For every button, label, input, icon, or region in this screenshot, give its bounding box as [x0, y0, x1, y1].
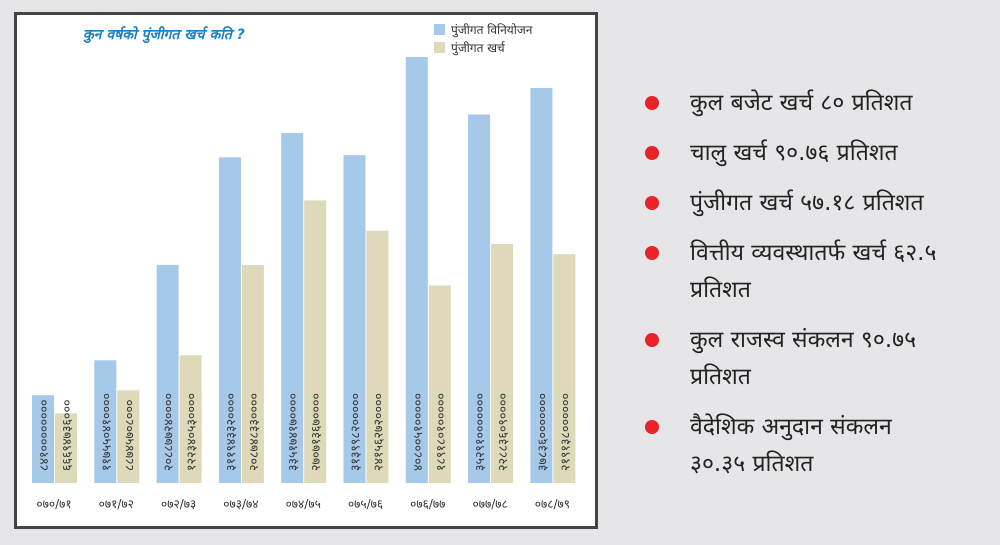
- bar: [530, 87, 553, 484]
- value-label: ८८७४५७०८०००: [121, 399, 136, 471]
- bullet: [645, 420, 659, 434]
- x-tick-label: ०७७/७८: [472, 497, 507, 511]
- bullet: [645, 333, 659, 347]
- bullet: [645, 246, 659, 260]
- value-label: २०८७४८३३००००: [246, 393, 261, 471]
- note-item: चालु खर्च ९०.७६ प्रतिशत: [645, 135, 950, 172]
- value-label: ३३५१७४१७००००: [285, 393, 300, 471]
- note-text: वित्तीय व्यवस्थातर्फ खर्च ६२.५ प्रतिशत: [690, 240, 937, 303]
- value-label: २१९१३८००००००: [557, 393, 572, 471]
- note-text: कुल राजस्व संकलन ९०.७५ प्रतिशत: [690, 327, 917, 390]
- bar: [428, 285, 451, 483]
- bullet: [645, 196, 659, 210]
- bar: [405, 57, 428, 483]
- bar: [468, 114, 491, 483]
- value-label: २०८८७७२४००००: [161, 393, 176, 471]
- value-label: ३५२९१०००००००: [472, 393, 487, 471]
- bar: [94, 360, 117, 483]
- x-tick-label: ०७१/७२: [99, 497, 134, 511]
- note-item: वित्तीय व्यवस्थातर्फ खर्च ६२.५ प्रतिशत: [645, 235, 950, 309]
- notes-list: कुल बजेट खर्च ८० प्रतिशत चालु खर्च ९०.७६ …: [645, 85, 965, 496]
- value-label: ३११९४३३२००००: [223, 393, 238, 471]
- bar: [156, 264, 179, 483]
- x-tick-label: ०७२/७३: [161, 497, 196, 511]
- value-label: ३७८३६०००००००: [534, 393, 549, 471]
- value-label: २४१५६२७२००००: [371, 393, 386, 471]
- value-label: १८९१८०१०००००: [433, 393, 448, 471]
- bullet: [645, 96, 659, 110]
- legend-label: पुंजीगत विनियोजन: [451, 23, 533, 38]
- note-text: चालु खर्च ९०.७६ प्रतिशत: [690, 140, 898, 166]
- chart-title: कुन वर्षको पुंजीगत खर्च कति ?: [83, 26, 245, 44]
- legend-label: पुंजीगत खर्च: [451, 41, 506, 56]
- x-tick-label: ०७५/७६: [348, 497, 383, 511]
- note-text: कुल बजेट खर्च ८० प्रतिशत: [690, 90, 913, 116]
- bar: [55, 413, 77, 483]
- x-tick-label: ०७६/७७: [410, 497, 445, 511]
- note-item: कुल राजस्व संकलन ९०.७५ प्रतिशत: [645, 322, 950, 396]
- value-label: ८४१००००००००: [36, 399, 51, 471]
- x-tick-label: ०७४/७५: [286, 497, 321, 511]
- bar: [304, 200, 327, 483]
- value-label: २२८८३६०९००००: [495, 393, 510, 471]
- bar: [32, 395, 54, 483]
- bar: [343, 155, 366, 484]
- x-tick-label: ०७३/७४: [223, 497, 258, 511]
- note-text: पुंजीगत खर्च ५७.१८ प्रतिशत: [690, 190, 924, 216]
- chart-frame: कुन वर्षको पुंजीगत खर्च कति ? पुंजीगत वि…: [14, 12, 598, 529]
- bar: [218, 157, 241, 483]
- value-label: २७०७१३६७००००: [308, 393, 323, 471]
- legend-swatch: [434, 24, 445, 35]
- x-tick-label: ०७८/७९: [535, 497, 570, 511]
- value-label: ११७५५०४१००००: [98, 393, 113, 471]
- note-item: पुंजीगत खर्च ५७.१८ प्रतिशत: [645, 185, 950, 222]
- bar: [117, 390, 140, 483]
- bar: [179, 355, 202, 483]
- note-item: कुल बजेट खर्च ८० प्रतिशत: [645, 85, 950, 122]
- value-label: १२२३४०५३००००: [184, 393, 199, 471]
- bar: [241, 265, 264, 483]
- value-label: ३१३९९८२०००००: [348, 393, 363, 471]
- note-text: वैदेशिक अनुदान संकलन ३०.३५ प्रतिशत: [690, 414, 892, 477]
- bar: [281, 133, 304, 484]
- bar: [553, 254, 576, 483]
- bar: [491, 244, 514, 483]
- value-label: ४०८००५१०००००: [410, 393, 425, 471]
- value-label: ६६६९४७३६०००: [59, 399, 74, 471]
- bar: [366, 230, 389, 483]
- chart: कुन वर्षको पुंजीगत खर्च कति ? पुंजीगत वि…: [32, 23, 576, 511]
- note-item: वैदेशिक अनुदान संकलन ३०.३५ प्रतिशत: [645, 409, 950, 483]
- x-tick-label: ०७०/७१: [36, 497, 71, 511]
- bullet: [645, 146, 659, 160]
- legend-swatch: [434, 42, 445, 53]
